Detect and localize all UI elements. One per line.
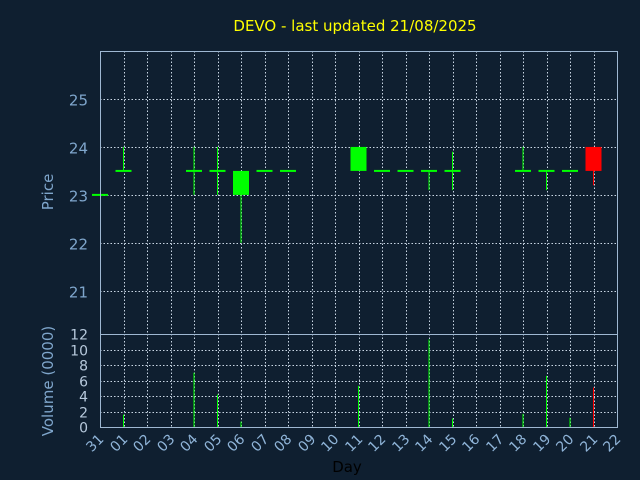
x-tick-label: 12 [365,432,389,456]
candle-body [350,146,367,171]
x-tick-label: 17 [483,432,507,456]
x-tick-label: 16 [459,431,483,455]
price-y-tick-label: 24 [69,140,88,158]
x-tick-label: 08 [271,432,295,456]
volume-y-tick-label: 6 [79,375,88,391]
x-tick-label: 14 [412,431,436,455]
price-panel-frame [100,51,618,335]
x-tick-label: 06 [224,431,248,455]
x-tick-label: 18 [506,432,530,456]
price-axis-label: Price [39,174,57,211]
x-axis-label: Day [332,458,362,476]
x-tick-label: 04 [177,431,201,455]
volume-panel-frame [100,334,618,428]
candle-body [233,170,249,195]
candle-body [585,146,602,171]
x-tick-label: 10 [318,432,342,456]
chart-title: DEVO - last updated 21/08/2025 [233,17,476,35]
volume-y-tick-label: 0 [79,421,88,437]
plot-frames [100,51,618,428]
candles [92,146,602,243]
x-tick-label: 21 [577,432,601,456]
volume-y-tick-label: 2 [79,406,88,422]
x-tick-label: 05 [201,432,225,456]
x-tick-label: 19 [530,432,554,456]
price-y-ticks: 21 22 23 24 25 [69,92,88,302]
x-tick-label: 01 [107,432,131,456]
x-tick-label: 20 [553,432,577,456]
x-tick-label: 22 [600,432,624,456]
volume-bars [123,339,594,427]
volume-y-tick-label: 10 [70,344,88,360]
x-tick-label: 13 [389,432,413,456]
price-y-tick-label: 25 [69,92,88,110]
x-axis-ticks: 31 01 02 03 04 05 06 07 08 09 10 11 12 13 14 15 16 17 18 19… [83,431,624,455]
x-tick-label: 15 [436,432,460,456]
x-tick-label: 11 [342,432,366,456]
volume-y-tick-label: 4 [79,390,88,406]
x-tick-label: 02 [130,432,154,456]
x-tick-label: 09 [295,432,319,456]
price-y-tick-label: 21 [69,284,88,302]
volume-y-tick-label: 12 [70,328,88,344]
volume-y-tick-label: 8 [79,359,88,375]
price-gridlines [100,51,617,334]
price-y-tick-label: 23 [69,188,88,206]
x-tick-label: 07 [248,432,272,456]
volume-axis-label: Volume (0000) [39,326,57,436]
price-y-tick-label: 22 [69,236,88,254]
x-tick-label: 03 [154,432,178,456]
